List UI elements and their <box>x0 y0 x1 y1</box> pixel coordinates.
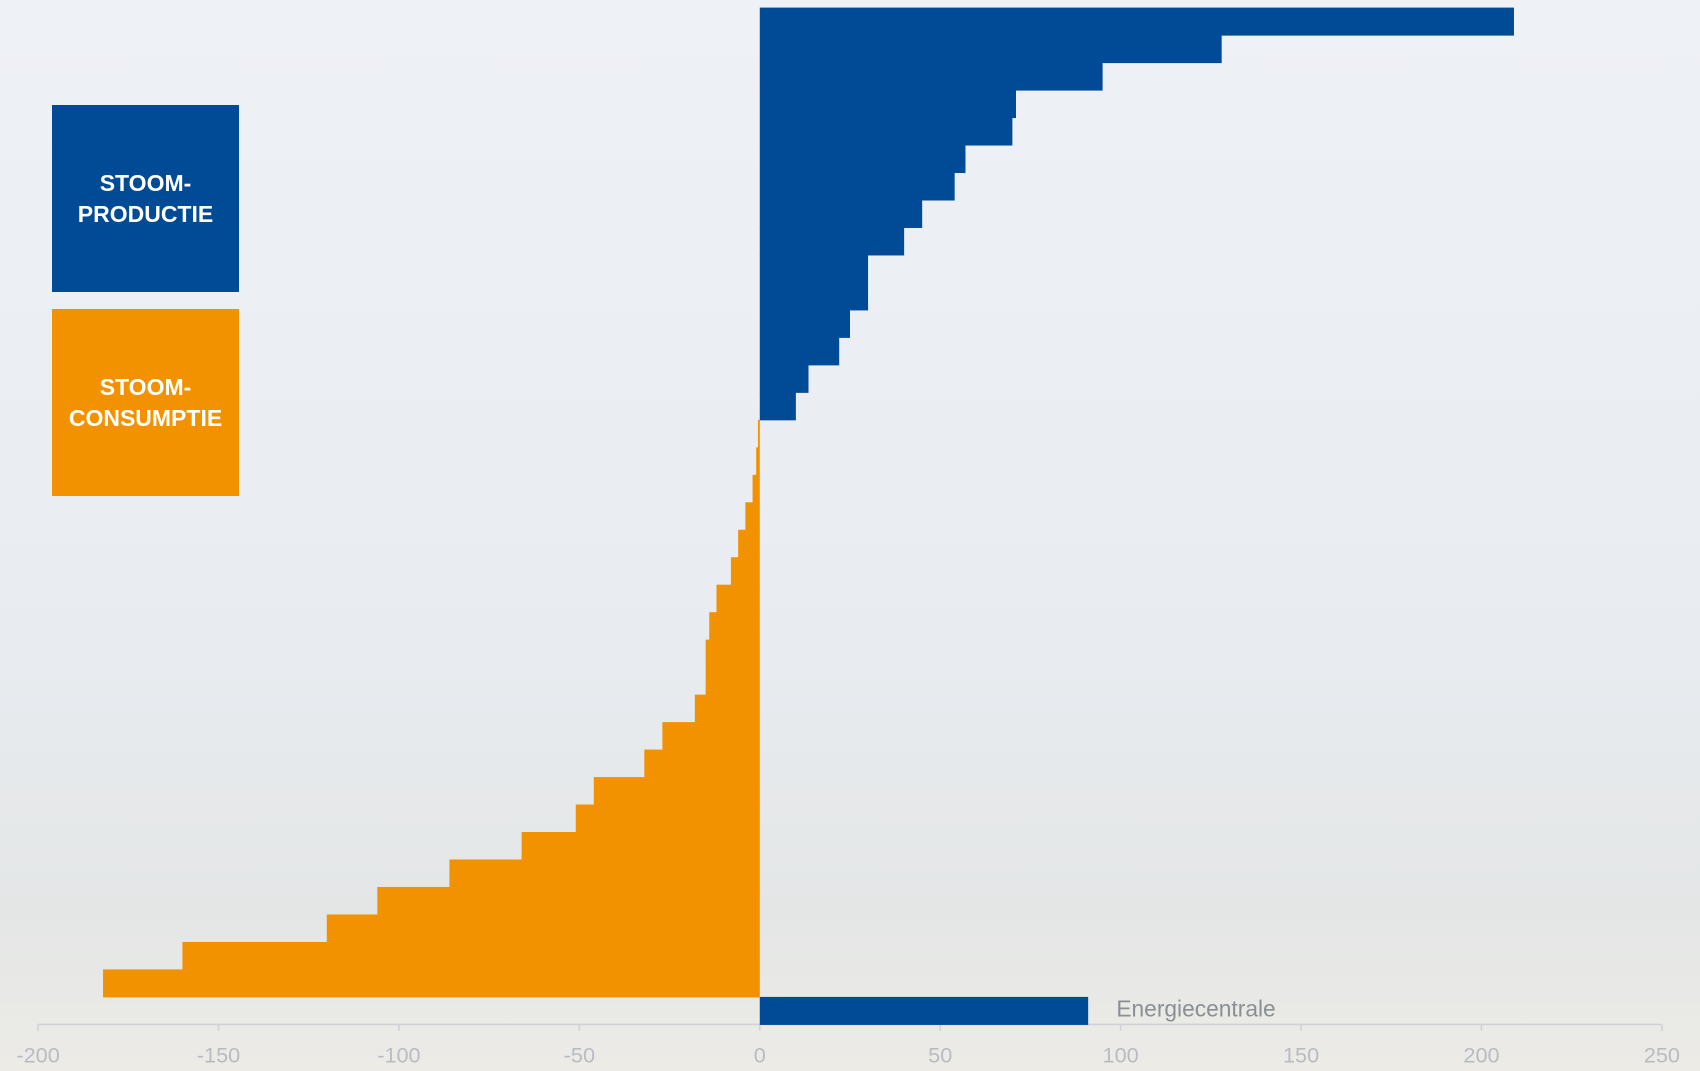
bar <box>593 777 760 806</box>
category-label: Energiecentrale <box>1116 996 1275 1022</box>
x-tick-label: -150 <box>197 1043 240 1068</box>
bar <box>759 282 869 311</box>
bar <box>716 584 760 613</box>
bar <box>182 941 760 970</box>
bar <box>759 337 840 366</box>
x-tick-label: -100 <box>377 1043 420 1068</box>
bar <box>575 804 760 833</box>
x-tick-label: -200 <box>16 1043 59 1068</box>
bar <box>662 722 760 751</box>
x-tick-label: 150 <box>1283 1043 1319 1068</box>
bar <box>705 639 760 668</box>
x-tick-label: 50 <box>928 1043 952 1068</box>
legend-production: STOOM- PRODUCTIE <box>52 105 239 292</box>
bar <box>759 392 796 421</box>
bar <box>759 227 905 256</box>
bar <box>759 90 1016 119</box>
bar <box>759 254 869 283</box>
bar <box>644 749 760 778</box>
bar <box>705 667 760 696</box>
bar <box>377 886 760 916</box>
bar <box>752 474 760 503</box>
bar <box>757 419 760 448</box>
bar <box>103 969 760 998</box>
bar <box>759 117 1013 146</box>
bar <box>756 447 760 476</box>
bar <box>745 502 760 531</box>
bar <box>759 199 923 228</box>
bar <box>521 832 760 861</box>
x-tick-label: 200 <box>1463 1043 1499 1068</box>
bar <box>738 529 760 558</box>
x-tick-label: 0 <box>754 1043 766 1068</box>
x-tick-label: -50 <box>564 1043 595 1068</box>
bar <box>759 172 955 201</box>
x-tick-label: 100 <box>1103 1043 1139 1068</box>
bar <box>759 7 1514 36</box>
bar <box>759 309 850 338</box>
x-tick-label: 250 <box>1644 1043 1680 1068</box>
bar <box>730 557 760 586</box>
bar <box>449 859 760 888</box>
bar <box>694 694 760 723</box>
bar <box>759 35 1222 64</box>
bar <box>326 914 760 943</box>
bar <box>709 612 760 641</box>
bar <box>759 62 1103 91</box>
bar <box>759 996 1089 1025</box>
bar <box>759 144 966 174</box>
bar <box>759 364 809 393</box>
legend-consumption: STOOM- CONSUMPTIE <box>52 309 239 496</box>
